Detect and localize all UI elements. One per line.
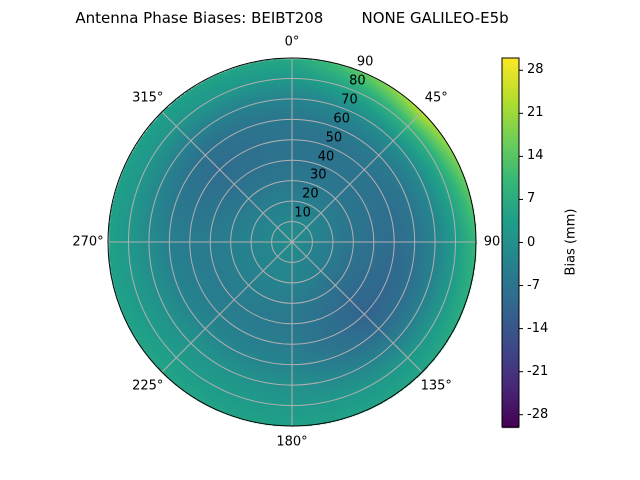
angle-tick-label: 315° <box>132 90 164 106</box>
polar-grid <box>107 57 523 428</box>
angle-tick-label: 270° <box>72 234 104 250</box>
radial-tick-label: 90 <box>356 54 374 70</box>
angle-tick-label: 135° <box>420 378 452 394</box>
colorbar-tick-label: 21 <box>527 105 544 121</box>
chart-title: Antenna Phase Biases: BEIBT208 NONE GALI… <box>75 9 509 27</box>
radial-tick-label: 50 <box>325 130 343 146</box>
angular-gridline <box>161 111 293 243</box>
colorbar-tick-label: -14 <box>527 320 549 336</box>
angle-tick-label: 90 <box>483 234 501 250</box>
angular-gridline <box>291 111 423 243</box>
radial-tick-label: 20 <box>302 186 319 202</box>
radial-tick-label: 80 <box>349 73 366 89</box>
radial-tick-label: 60 <box>333 111 350 127</box>
radial-tick-label: 30 <box>309 167 327 183</box>
angle-tick-label: 180° <box>276 434 308 450</box>
colorbar-frame <box>501 57 520 428</box>
colorbar-tick-label: 14 <box>527 148 544 164</box>
colorbar-tick-label: -21 <box>527 363 549 379</box>
polar-heatmap <box>0 44 640 480</box>
colorbar-tick-label: 0 <box>527 234 536 250</box>
angle-tick-label: 45° <box>424 90 448 106</box>
colorbar-tick-label: -7 <box>527 277 540 293</box>
polar-frame <box>107 57 477 427</box>
colorbar-tick-label: -28 <box>527 406 549 422</box>
radial-tick-label: 40 <box>317 149 335 165</box>
angular-gridline <box>161 241 293 373</box>
radial-tick-label: 70 <box>341 92 358 108</box>
angle-tick-label: 0° <box>284 34 300 50</box>
colorbar-label: Bias (mm) <box>563 208 579 276</box>
angle-tick-label: 225° <box>132 378 164 394</box>
radial-tick-label: 10 <box>294 205 311 221</box>
colorbar-tick-label: 7 <box>527 191 536 207</box>
colorbar-tick-label: 28 <box>527 62 544 78</box>
angular-gridline <box>291 241 423 373</box>
